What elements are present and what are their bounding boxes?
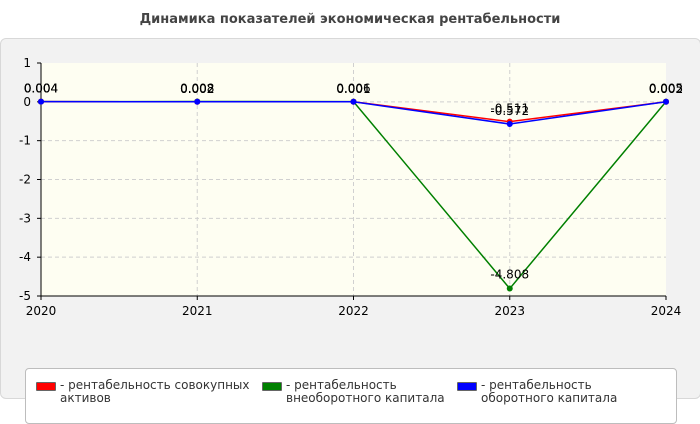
legend-item-current-capital: - рентабельность оборотного капитала [457, 379, 667, 405]
chart-title: Динамика показателей экономическая рента… [139, 12, 561, 27]
chart-panel: 1 0 -1 -2 -3 -4 -5 2020 2021 2022 2023 2024 0.004 0.0… [0, 38, 700, 424]
data-label: 0.005 [649, 82, 683, 96]
data-label: 0.006 [336, 82, 370, 96]
x-tick-label: 2022 [338, 304, 369, 318]
legend-label: - рентабельность внеоборотного капитала [286, 378, 445, 405]
data-label: -4.808 [490, 268, 529, 282]
x-tick-label: 2020 [26, 304, 57, 318]
data-label: 0.001 [336, 82, 370, 96]
y-tick-label: 1 [23, 56, 31, 70]
legend-swatch-blue [457, 382, 477, 391]
x-tick-label: 2021 [182, 304, 213, 318]
data-label: -0.511 [490, 102, 529, 116]
data-point [38, 98, 44, 105]
y-tick-label: -3 [19, 211, 31, 225]
x-tick-label: 2024 [651, 304, 682, 318]
data-label: 0.002 [649, 82, 683, 96]
data-label: 0.004 [24, 82, 58, 96]
legend-swatch-green [262, 382, 282, 391]
data-point [506, 121, 513, 128]
data-label: -0.572 [490, 104, 529, 118]
x-tick-label: 2023 [494, 304, 525, 318]
legend: - рентабельность совокупных активов - ре… [25, 368, 677, 424]
y-tick-label: -1 [19, 134, 31, 148]
data-label: 0.004 [24, 82, 58, 96]
legend-item-total-assets: - рентабельность совокупных активов [36, 379, 251, 405]
legend-swatch-red [36, 382, 56, 391]
y-tick-label: 0 [23, 95, 31, 109]
data-label: 0.004 [24, 82, 58, 96]
data-label: 0.002 [180, 82, 214, 96]
y-tick-label: -2 [19, 173, 31, 187]
data-point [194, 98, 201, 105]
legend-label: - рентабельность совокупных активов [60, 378, 250, 405]
data-label: 0.002 [180, 82, 214, 96]
data-label: 0.002 [649, 82, 683, 96]
legend-item-noncurrent-capital: - рентабельность внеоборотного капитала [262, 379, 452, 405]
y-tick-label: -5 [19, 289, 31, 303]
y-tick-label: -4 [19, 250, 31, 264]
data-label: 0.008 [180, 82, 214, 96]
legend-label: - рентабельность оборотного капитала [481, 378, 618, 405]
data-point [663, 98, 669, 105]
data-label: 0.001 [336, 82, 370, 96]
data-point [506, 285, 513, 292]
data-point [350, 98, 357, 105]
